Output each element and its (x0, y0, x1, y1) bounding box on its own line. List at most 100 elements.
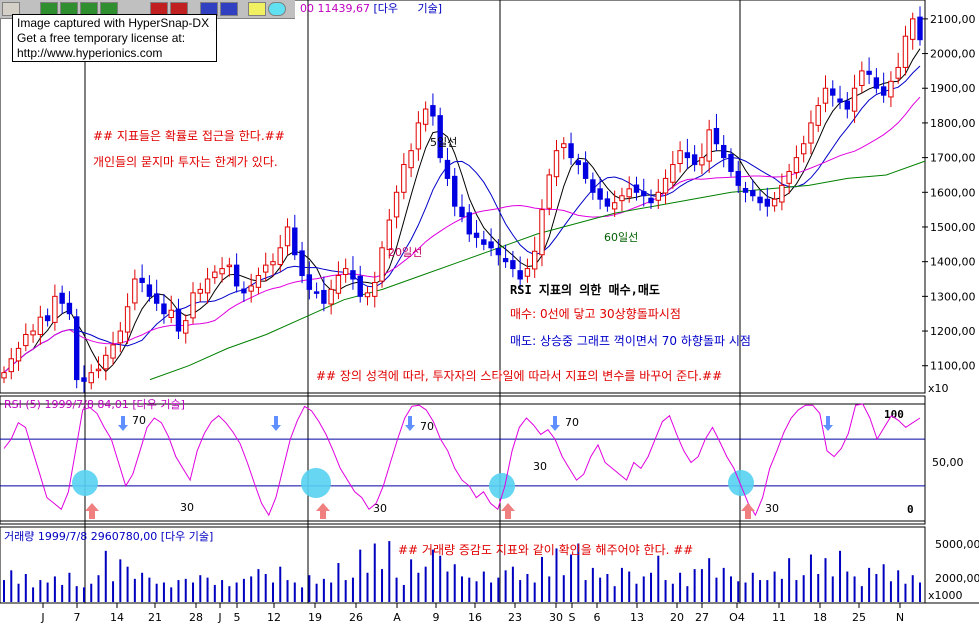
candle (37, 305, 44, 345)
candle-body (699, 157, 705, 166)
candle-body (713, 127, 720, 145)
candle (779, 173, 785, 211)
rect-tool-icon[interactable] (248, 2, 266, 16)
candle (364, 286, 371, 306)
hypersnap-watermark: Image captured with HyperSnap-DX Get a f… (12, 14, 217, 62)
candle-body (52, 295, 58, 323)
x-tick-label: 21 (148, 611, 162, 624)
candle (422, 101, 429, 132)
rsi-tick-50: 50,00 (932, 456, 964, 469)
candle-body (910, 18, 916, 40)
x-tick-label: 23 (508, 611, 522, 624)
rsi-30-label-0: 30 (180, 501, 194, 514)
candle-body (873, 77, 880, 89)
candle-body (481, 239, 487, 245)
x-tick-label: 27 (695, 611, 709, 624)
sell-arrow-4 (823, 416, 833, 431)
candle-body (728, 153, 734, 172)
capture-tool-icon[interactable] (2, 2, 20, 16)
candle-body (197, 288, 203, 294)
candle (880, 72, 887, 103)
candle-body (851, 87, 858, 112)
candle (582, 151, 589, 184)
candle-body (771, 198, 778, 207)
candle (728, 148, 734, 177)
candle-body (844, 100, 851, 110)
candle (175, 298, 182, 340)
candle-body (502, 258, 509, 263)
candle (161, 293, 167, 324)
candle-body (742, 187, 749, 193)
candle-body (597, 188, 603, 200)
candle (844, 92, 851, 119)
up-arrow-icon (741, 503, 755, 519)
candle-body (553, 150, 560, 178)
candle-body (655, 191, 661, 201)
rsi-30-label-1: 30 (373, 502, 387, 515)
candle-body (662, 177, 669, 194)
rsi-rule-title: RSI 지표의 의한 매수,매도 (510, 283, 660, 297)
candle (713, 113, 720, 152)
candle (800, 135, 807, 163)
candle-body (88, 372, 94, 384)
candle-body (619, 195, 625, 202)
candle-body (328, 288, 334, 305)
price-tick-label: 1700,00 (930, 152, 976, 165)
candle-body (66, 302, 73, 315)
x-tick-label: 14 (110, 611, 124, 624)
down-arrow-icon (271, 416, 281, 431)
candle (8, 348, 14, 380)
x-tick-label: 25 (852, 611, 866, 624)
candle (248, 273, 254, 303)
candle-body (721, 144, 727, 159)
candle-body (488, 241, 494, 249)
candle (524, 258, 531, 283)
candle (830, 80, 836, 107)
sell-arrow-0 (118, 416, 128, 431)
candle-body (161, 303, 167, 315)
x-tick-label: 13 (630, 611, 644, 624)
candle (204, 267, 211, 304)
price-unit-label: x10 (928, 382, 949, 395)
candle (15, 341, 22, 371)
candle-body (59, 292, 65, 304)
candle-body (524, 268, 531, 277)
candle-body (822, 87, 829, 104)
candle-body (248, 285, 254, 292)
candle-body (582, 162, 589, 179)
candle (393, 185, 400, 229)
candle (473, 220, 480, 248)
buy-arrow-0 (85, 503, 99, 519)
volume-title: 거래량 1999/7/8 2960780,00 [다우 기술] (4, 530, 213, 543)
candle (372, 271, 378, 308)
candle (306, 261, 313, 300)
candle (561, 137, 567, 160)
sell-arrow-3 (550, 416, 560, 431)
marker-blue2-icon[interactable] (220, 2, 238, 16)
down-arrow-icon (823, 416, 833, 431)
candle (284, 218, 291, 256)
rsi-70-label-0: 70 (132, 414, 146, 427)
candle (793, 145, 800, 179)
sell-arrow-1 (271, 416, 281, 431)
candle-body (888, 80, 894, 98)
candle-body (393, 191, 400, 218)
candle-body (531, 250, 538, 270)
candle (444, 147, 451, 187)
rsi-70-label-1: 70 (420, 420, 434, 433)
candle (153, 279, 160, 311)
candle (604, 191, 611, 212)
candle-body (706, 129, 712, 162)
down-arrow-icon (405, 416, 415, 431)
candle-body (473, 232, 480, 238)
ellipse-tool-icon[interactable] (268, 2, 286, 16)
rsi-line (3, 403, 921, 517)
candle-body (212, 271, 218, 279)
candle (81, 365, 87, 393)
candle-body (124, 306, 131, 333)
x-tick-label: 11 (772, 611, 786, 624)
candle-body (670, 164, 676, 183)
candle-body (364, 292, 371, 298)
price-tick-label: 1400,00 (930, 256, 976, 269)
candle (321, 276, 327, 312)
